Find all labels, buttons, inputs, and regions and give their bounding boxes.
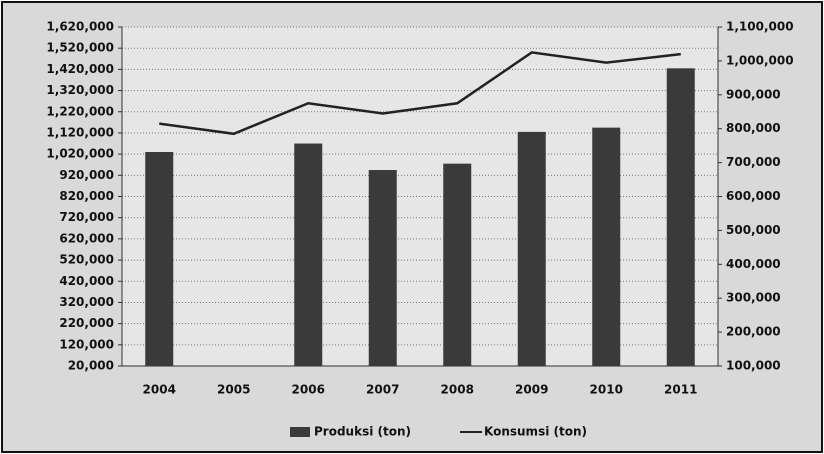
x-tick-label: 2010 [590,383,623,397]
x-tick-label: 2007 [366,383,399,397]
legend-label: Konsumsi (ton) [484,425,587,439]
bar [443,163,472,366]
x-tick-label: 2011 [664,383,697,397]
y-tick-label: 1,420,000 [46,62,114,76]
y2-tick-label: 1,000,000 [726,53,794,67]
y-tick-label: 220,000 [59,316,114,330]
bar [294,143,323,366]
y-tick-label: 420,000 [59,274,114,288]
y-tick-label: 1,120,000 [46,125,114,139]
y2-tick-label: 300,000 [726,291,781,305]
y2-tick-label: 700,000 [726,155,781,169]
y-tick-label: 1,620,000 [46,20,114,34]
bar [145,152,174,366]
y-tick-label: 1,020,000 [46,147,114,161]
y-tick-label: 620,000 [59,231,114,245]
y-tick-label: 720,000 [59,210,114,224]
line [159,51,681,136]
x-tick-label: 2006 [292,383,325,397]
y2-tick-label: 500,000 [726,223,781,237]
y2-tick-label: 1,100,000 [726,20,794,34]
x-tick-label: 2005 [217,383,250,397]
y-tick-label: 520,000 [59,253,114,267]
y-tick-label: 920,000 [59,168,114,182]
y2-tick-label: 900,000 [726,87,781,101]
x-tick-label: 2004 [143,383,176,397]
bar [517,131,546,366]
x-tick-label: 2008 [441,383,474,397]
y2-tick-label: 200,000 [726,325,781,339]
y2-tick-label: 600,000 [726,189,781,203]
bar [666,68,695,367]
y-tick-label: 1,220,000 [46,104,114,118]
y-tick-label: 1,320,000 [46,83,114,97]
legend-label: Produksi (ton) [314,425,411,439]
y-tick-label: 1,520,000 [46,41,114,55]
y2-tick-label: 400,000 [726,257,781,271]
x-tick-label: 2009 [515,383,548,397]
y-tick-label: 320,000 [59,295,114,309]
bar [592,127,621,366]
y-tick-label: 820,000 [59,189,114,203]
bar [368,170,397,366]
y-tick-label: 20,000 [68,359,114,373]
y2-tick-label: 100,000 [726,359,781,373]
y2-tick-label: 800,000 [726,121,781,135]
y-tick-label: 120,000 [59,337,114,351]
legend-swatch [290,427,310,437]
